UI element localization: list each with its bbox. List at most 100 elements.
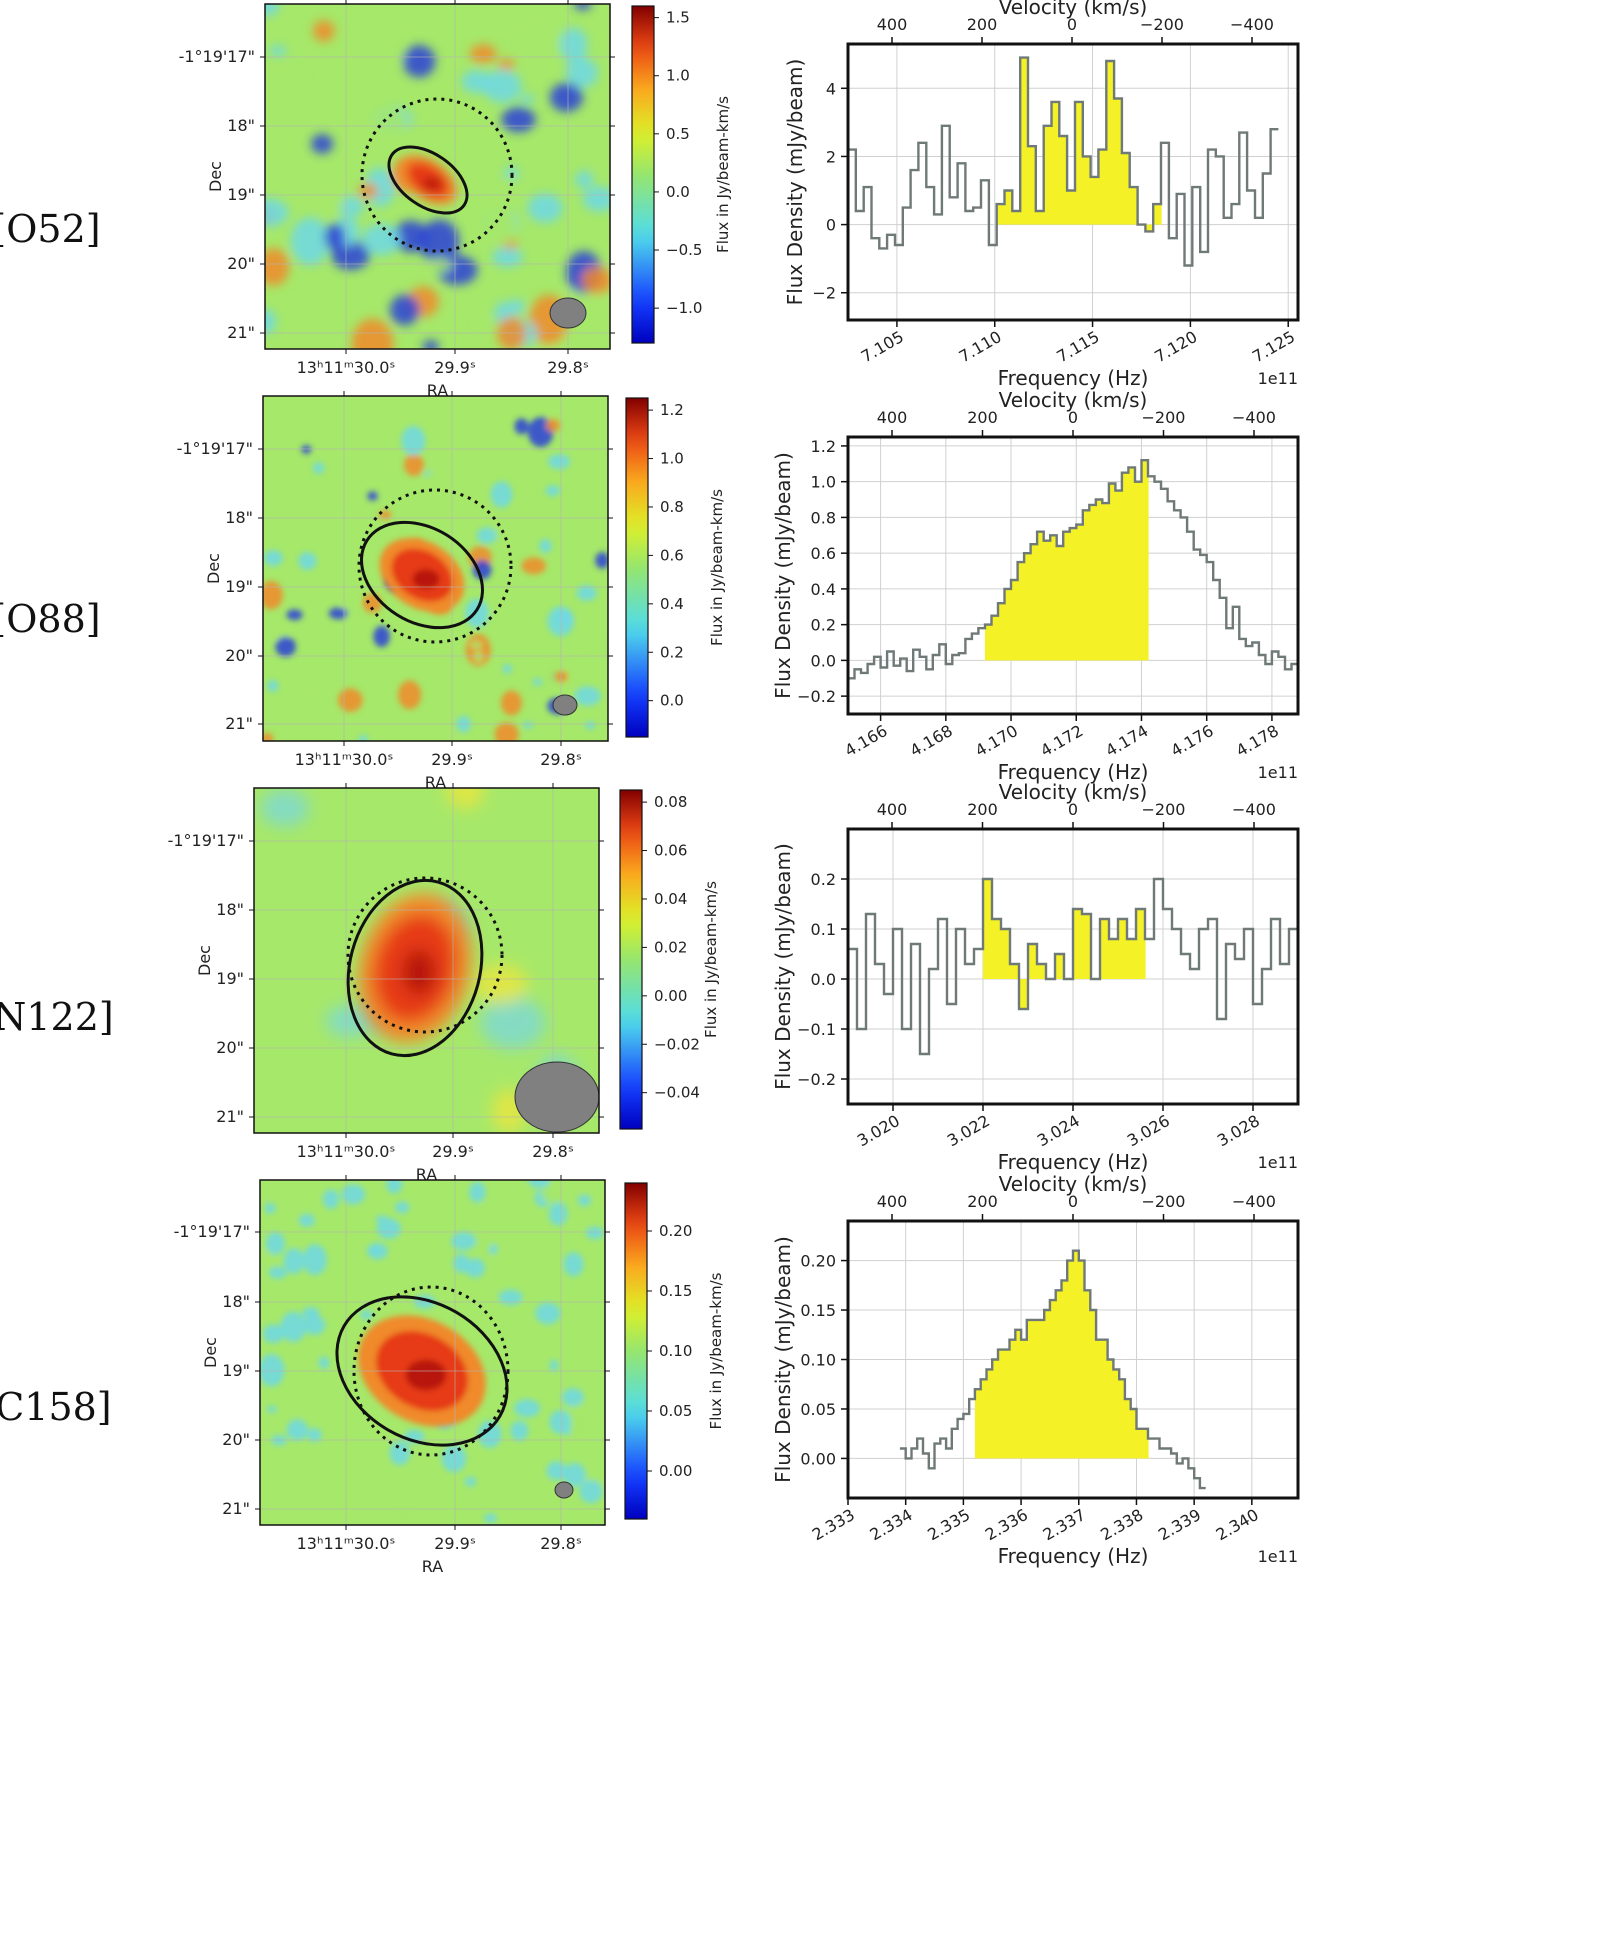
noise-blob — [283, 1248, 305, 1275]
noise-blob — [484, 1513, 497, 1524]
line-emission-fill — [984, 460, 1149, 661]
freq-tick-label: 7.120 — [1151, 327, 1200, 366]
colorbar-tick-label: −0.04 — [654, 1084, 700, 1102]
noise-blob — [497, 175, 524, 203]
ra-tick-label: 29.9ˢ — [432, 1142, 474, 1161]
noise-blob — [263, 732, 274, 741]
highlight-bin — [1141, 460, 1149, 661]
line-emission-fill — [996, 57, 1162, 232]
dec-tick-label: -1°19'17" — [168, 831, 244, 850]
noise-blob — [333, 485, 346, 495]
noise-blob — [497, 59, 516, 70]
highlight-bin — [1032, 1319, 1039, 1459]
noise-blob — [263, 581, 283, 610]
colorbar-tick-label: 0.00 — [659, 1462, 692, 1480]
highlight-bin — [1115, 490, 1123, 661]
noise-blob — [548, 454, 571, 470]
freq-tick-label: 2.340 — [1213, 1505, 1262, 1544]
dec-tick-label: 19" — [222, 1361, 250, 1380]
velocity-tick-label: 400 — [877, 15, 908, 34]
noise-blob — [528, 1180, 551, 1189]
row-label: [C158] — [0, 1385, 112, 1429]
highlight-bin — [1067, 1260, 1074, 1459]
noise-blob — [549, 1410, 572, 1434]
dec-tick-label: 21" — [227, 323, 255, 342]
velocity-tick-label: 0 — [1068, 408, 1078, 427]
noise-blob — [362, 223, 401, 256]
ra-tick-label: 29.8ˢ — [540, 1534, 582, 1553]
highlight-bin — [1004, 588, 1012, 661]
line-emission-fill — [983, 879, 1146, 1009]
noise-blob — [402, 45, 436, 78]
highlight-bin — [1019, 979, 1029, 1009]
aperture-solid — [387, 145, 469, 215]
dec-tick-label: 18" — [216, 900, 244, 919]
colorbar-tick-label: 0.02 — [654, 938, 687, 956]
noise-blob — [389, 1441, 411, 1466]
noise-blob — [389, 294, 420, 326]
noise-blob — [494, 518, 515, 542]
aperture-dotted — [360, 97, 514, 253]
freq-tick-label: 7.105 — [858, 327, 907, 366]
ra-tick-label: 29.9ˢ — [434, 1534, 476, 1553]
noise-blob — [573, 4, 592, 10]
noise-blob — [490, 481, 513, 508]
colorbar — [631, 5, 655, 344]
freq-tick-label: 7.125 — [1249, 327, 1298, 366]
dec-tick-label: 18" — [227, 116, 255, 135]
noise-blob — [356, 140, 379, 163]
colorbar-tick-label: 0.08 — [654, 793, 687, 811]
noise-blob — [260, 1354, 285, 1387]
noise-blob — [585, 1226, 605, 1240]
intensity-map — [260, 1180, 605, 1525]
noise-blob — [280, 1311, 307, 1343]
noise-blob — [286, 1419, 308, 1441]
ra-tick-label: 29.8ˢ — [540, 750, 582, 769]
noise-blob — [513, 1399, 541, 1418]
noise-blob — [269, 45, 286, 57]
flux-tick-label: −0.2 — [797, 687, 836, 706]
highlight-bin — [1145, 224, 1154, 232]
noise-blob — [341, 1184, 366, 1205]
aperture-dotted — [357, 488, 513, 644]
noise-blob — [491, 247, 523, 267]
noise-blob — [319, 195, 340, 220]
map-noise — [265, 4, 610, 349]
highlight-bin — [1136, 909, 1146, 979]
velocity-tick-label: −400 — [1230, 15, 1274, 34]
highlight-bin — [996, 204, 1006, 225]
highlight-bin — [1090, 1310, 1097, 1459]
noise-blob — [265, 198, 289, 227]
noise-blob — [510, 1420, 529, 1441]
noise-blob — [559, 27, 588, 62]
colorbar-tick-label: 1.0 — [666, 67, 690, 85]
velocity-tick-label: 200 — [967, 15, 998, 34]
freq-tick-label: 2.333 — [809, 1505, 858, 1544]
noise-blob — [307, 1428, 322, 1442]
noise-blob — [514, 418, 529, 435]
aperture-solid — [335, 1295, 509, 1447]
line-emission-fill — [974, 1250, 1149, 1459]
noise-blob — [302, 1244, 327, 1276]
noise-blob — [549, 82, 584, 112]
highlight-bin — [1098, 149, 1107, 225]
noise-blob — [520, 94, 535, 104]
noise-blob — [461, 70, 492, 94]
frequency-label: Frequency (Hz) — [998, 760, 1149, 784]
highlight-bin — [1106, 61, 1115, 225]
freq-tick-label: 4.166 — [841, 721, 890, 760]
colorbar-tick-label: 0.00 — [654, 987, 687, 1005]
highlight-bin — [1074, 101, 1084, 225]
flux-tick-label: 1.0 — [811, 473, 836, 492]
aperture-solid — [346, 878, 484, 1058]
emission-source — [379, 538, 465, 612]
highlight-bin — [1078, 1260, 1086, 1459]
noise-blob — [267, 680, 279, 692]
noise-blob — [546, 1461, 567, 1481]
noise-blob — [311, 134, 334, 154]
freq-tick-label: 4.170 — [972, 721, 1021, 760]
freq-tick-label: 3.022 — [944, 1111, 993, 1150]
dec-tick-label: 20" — [222, 1430, 250, 1449]
highlight-bin — [1015, 1329, 1022, 1459]
noise-blob — [328, 607, 348, 620]
